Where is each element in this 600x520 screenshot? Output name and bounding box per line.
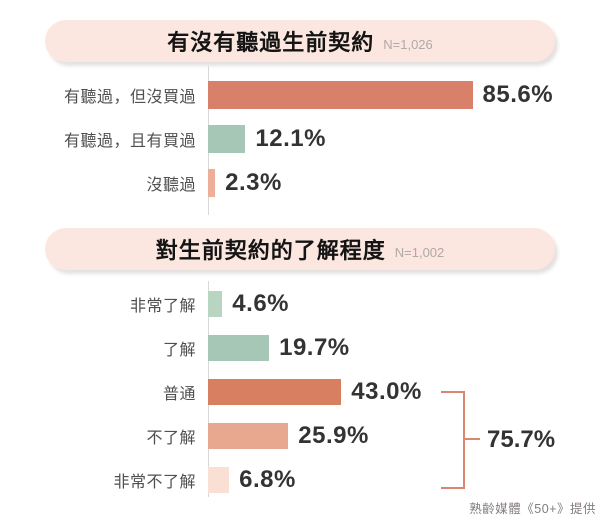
bar	[208, 291, 223, 317]
group-bracket	[441, 391, 465, 489]
category-label: 非常不了解	[113, 474, 196, 491]
bar	[208, 81, 473, 109]
value-label: 12.1%	[255, 125, 326, 152]
category-label: 有聽過，且有買過	[63, 133, 196, 150]
chart1-title: 有沒有聽過生前契約	[167, 30, 375, 55]
value-label: 4.6%	[232, 290, 289, 317]
chart2-sample-size: N=1,002	[394, 244, 445, 260]
value-label: 6.8%	[239, 466, 296, 493]
bar	[208, 169, 216, 197]
category-label: 不了解	[146, 430, 196, 447]
category-label: 沒聽過	[146, 177, 196, 194]
bar	[208, 125, 246, 153]
bar-row: 沒聽過 2.3%	[0, 169, 282, 197]
chart2-title: 對生前契約的了解程度	[155, 238, 386, 263]
chart1-sample-size: N=1,026	[383, 36, 433, 52]
bar-row: 非常不了解 6.8%	[0, 466, 296, 493]
bar	[208, 423, 289, 449]
value-label: 85.6%	[482, 81, 554, 108]
source-credit: 熟齡媒體《50+》提供	[469, 502, 596, 516]
bar-row: 普通 43.0%	[0, 378, 422, 405]
bar-row: 了解 19.7%	[0, 334, 350, 361]
bar-row: 非常了解 4.6%	[0, 290, 289, 317]
chart2-title-banner: 對生前契約的了解程度 N=1,002	[45, 228, 555, 270]
value-label: 2.3%	[225, 169, 282, 196]
category-label: 了解	[162, 342, 196, 359]
bar	[208, 379, 342, 405]
bar-row: 有聽過，但沒買過 85.6%	[0, 81, 553, 109]
bar	[208, 335, 270, 361]
category-label: 普通	[162, 386, 196, 403]
value-label: 43.0%	[351, 378, 422, 405]
chart1-title-banner: 有沒有聽過生前契約 N=1,026	[45, 20, 555, 62]
group-bracket-tick	[464, 438, 480, 440]
value-label: 25.9%	[298, 422, 369, 449]
category-label: 非常了解	[129, 298, 196, 315]
category-label: 有聽過，但沒買過	[63, 89, 196, 106]
bar-row: 有聽過，且有買過 12.1%	[0, 125, 326, 153]
value-label: 19.7%	[279, 334, 350, 361]
bar-row: 不了解 25.9%	[0, 422, 369, 449]
group-total-label: 75.7%	[487, 426, 556, 453]
bar	[208, 467, 230, 493]
